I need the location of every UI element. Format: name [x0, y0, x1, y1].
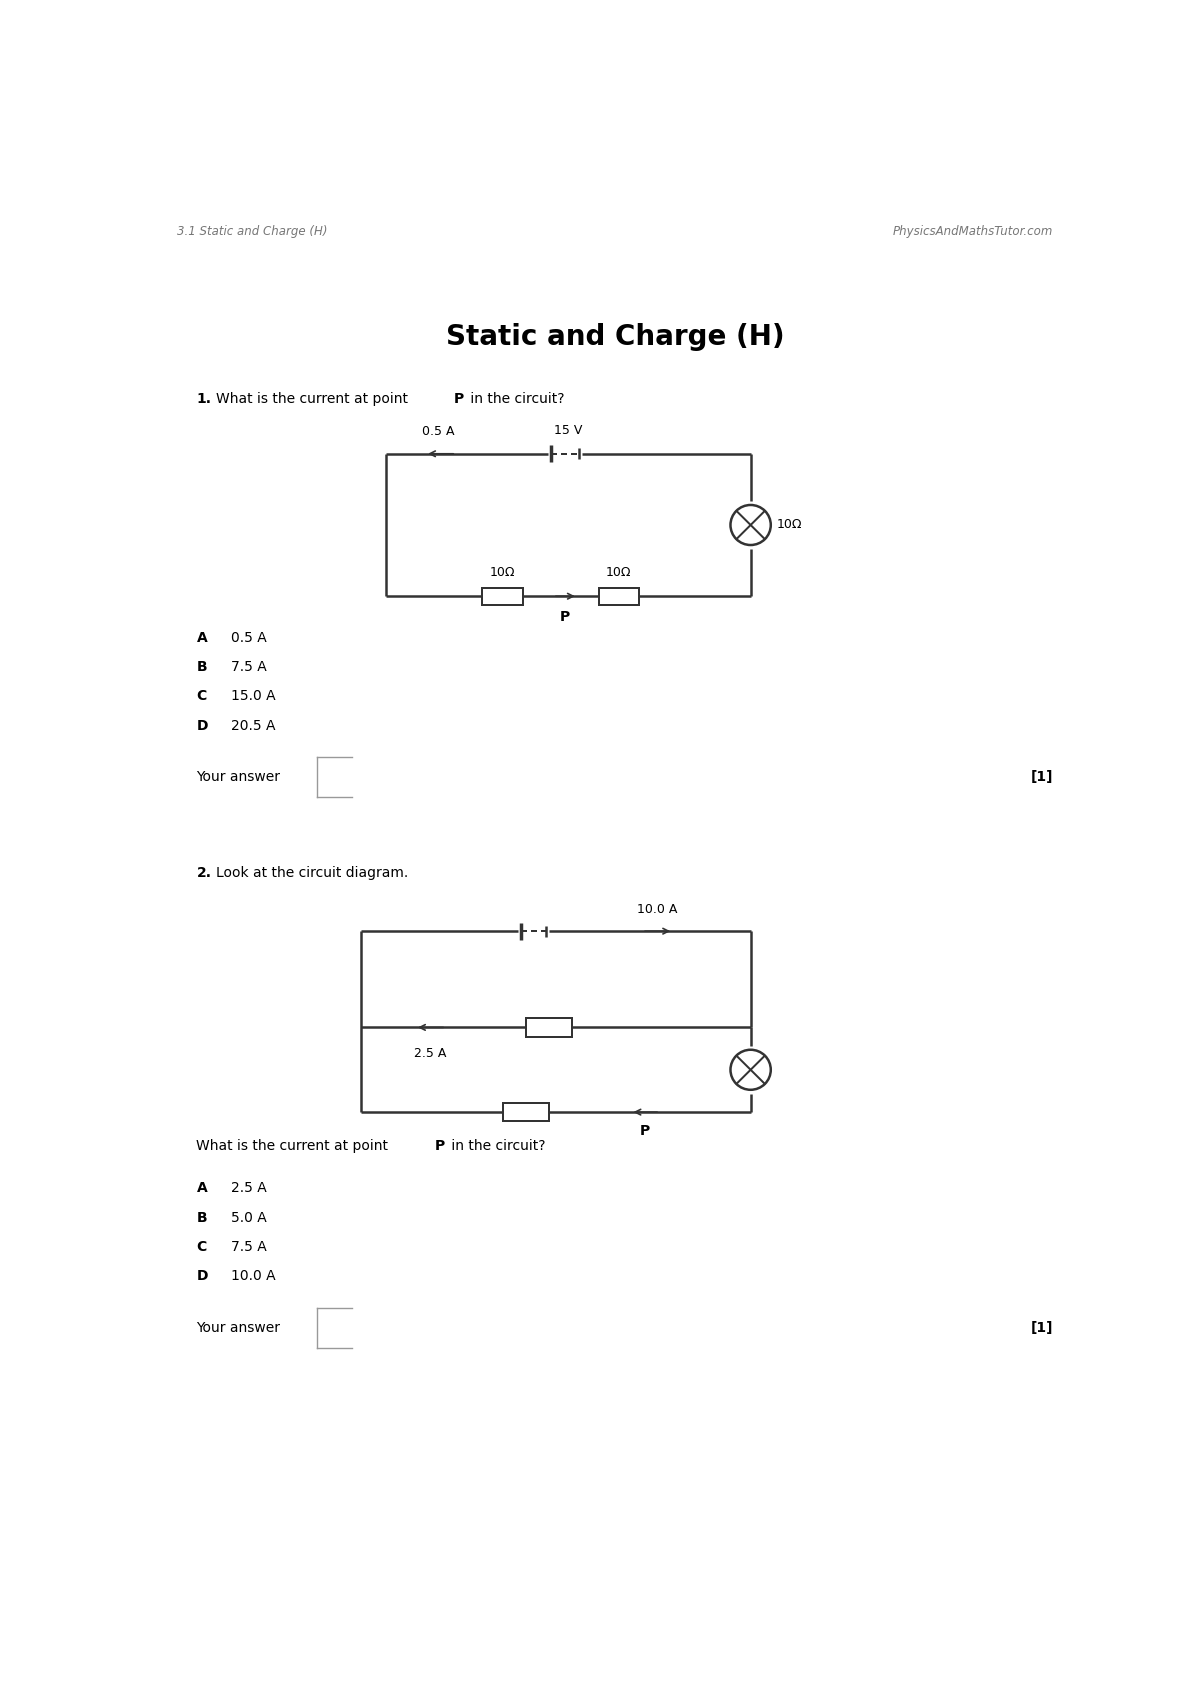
Text: 3.1 Static and Charge (H): 3.1 Static and Charge (H) — [178, 226, 328, 237]
Text: 10.0 A: 10.0 A — [637, 902, 678, 916]
Text: 10.0 A: 10.0 A — [232, 1269, 276, 1284]
Text: Your answer: Your answer — [197, 770, 281, 784]
Text: A: A — [197, 631, 208, 644]
Text: D: D — [197, 719, 208, 733]
Text: C: C — [197, 689, 206, 704]
Text: 10Ω: 10Ω — [776, 519, 803, 531]
Text: 2.5 A: 2.5 A — [414, 1046, 446, 1060]
Text: 15.0 A: 15.0 A — [232, 689, 276, 704]
Text: [1]: [1] — [1031, 770, 1052, 784]
Text: 15 V: 15 V — [554, 424, 583, 438]
Text: 7.5 A: 7.5 A — [232, 660, 268, 673]
Text: 0.5 A: 0.5 A — [232, 631, 268, 644]
Text: 20.5 A: 20.5 A — [232, 719, 276, 733]
Text: B: B — [197, 660, 208, 673]
Text: Static and Charge (H): Static and Charge (H) — [445, 322, 785, 351]
Text: 5.0 A: 5.0 A — [232, 1211, 268, 1225]
Bar — [482, 589, 523, 605]
Text: C: C — [197, 1240, 206, 1253]
Text: 1.: 1. — [197, 392, 211, 405]
Text: D: D — [197, 1269, 208, 1284]
Text: P: P — [559, 611, 570, 624]
Text: Look at the circuit diagram.: Look at the circuit diagram. — [216, 865, 408, 880]
Text: What is the current at point: What is the current at point — [216, 392, 413, 405]
Text: 0.5 A: 0.5 A — [422, 426, 455, 438]
Text: B: B — [197, 1211, 208, 1225]
Text: P: P — [640, 1124, 649, 1138]
Text: 10Ω: 10Ω — [490, 565, 515, 578]
Text: P: P — [454, 392, 464, 405]
Text: PhysicsAndMathsTutor.com: PhysicsAndMathsTutor.com — [893, 226, 1052, 237]
Text: A: A — [197, 1182, 208, 1196]
Text: 2.: 2. — [197, 865, 211, 880]
Bar — [599, 589, 640, 605]
Text: [1]: [1] — [1031, 1321, 1052, 1335]
Text: in the circuit?: in the circuit? — [466, 392, 565, 405]
Bar — [503, 1102, 550, 1121]
Text: P: P — [434, 1140, 445, 1153]
Text: 2.5 A: 2.5 A — [232, 1182, 268, 1196]
Text: Your answer: Your answer — [197, 1321, 281, 1335]
Text: 7.5 A: 7.5 A — [232, 1240, 268, 1253]
Text: in the circuit?: in the circuit? — [446, 1140, 545, 1153]
Text: 10Ω: 10Ω — [606, 565, 631, 578]
Text: What is the current at point: What is the current at point — [197, 1140, 392, 1153]
Bar — [526, 1018, 572, 1036]
